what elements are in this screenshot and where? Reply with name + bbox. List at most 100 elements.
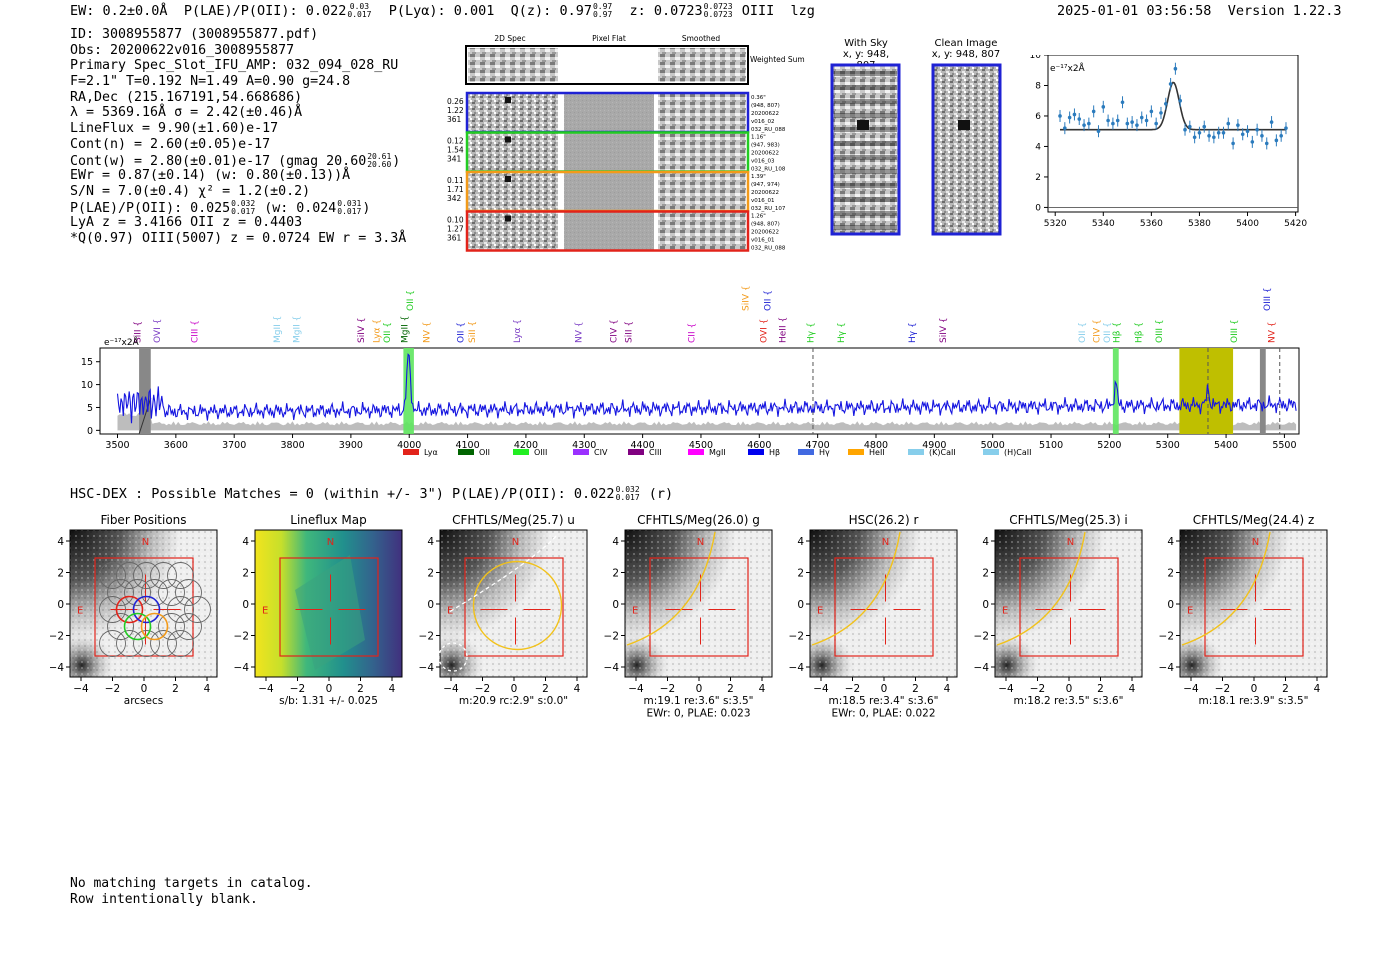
stamp-ytick-label: 0 — [612, 599, 619, 611]
q-value: Q(z): 0.97 — [510, 3, 592, 19]
cut-row-meta: (947, 983) — [751, 143, 780, 149]
zoom-xtick-label: 5340 — [1092, 219, 1115, 229]
stamp-xtick-label: 2 — [1097, 683, 1104, 695]
aperture-box — [1204, 557, 1304, 657]
zoom-data-point — [1067, 115, 1072, 120]
sky-source — [857, 120, 869, 130]
cut-row-flat — [564, 94, 654, 131]
north-label: N — [327, 537, 334, 548]
emission-line-label: Lyα { — [513, 319, 523, 343]
cut-row-value: 361 — [447, 115, 462, 124]
fiber-circle — [158, 579, 185, 606]
zoom-data-point — [1173, 66, 1178, 71]
cut-row-meta: (948, 807) — [751, 103, 780, 109]
zoom-ytick-label: 2 — [1035, 173, 1041, 183]
zoom-data-point — [1188, 124, 1192, 129]
stamp-ytick-label: 2 — [427, 568, 434, 580]
stamp-xtick-label: −2 — [845, 683, 860, 695]
info-lya: LyA z = 3.4166 OII z = 0.4403 — [70, 215, 303, 231]
cut-row-meta: (947, 974) — [751, 182, 780, 188]
legend-swatch — [908, 449, 924, 455]
cut-row-2d — [468, 212, 558, 250]
timestamp: 2025-01-01 03:56:58 — [1057, 3, 1212, 19]
zoom-ytick-label: 4 — [1035, 142, 1041, 152]
north-label: N — [882, 537, 889, 548]
emission-line-label: Hγ { — [837, 322, 847, 343]
cut-row-value: 1.54 — [447, 146, 464, 155]
stamp-caption: m:18.5 re:3.4" s:3.6" — [829, 695, 939, 707]
stamp-ytick-label: 2 — [612, 568, 619, 580]
stamp-ytick-label: 0 — [1167, 599, 1174, 611]
fiber-red — [115, 595, 144, 624]
line-id: OIII — [741, 3, 775, 19]
stamp-ytick-label: 4 — [612, 536, 619, 548]
stamp-ytick-label: 4 — [427, 536, 434, 548]
stamp-ytick-label: 0 — [427, 599, 434, 611]
aperture-box — [649, 557, 749, 657]
fiber-orange — [140, 612, 169, 641]
zoom-data-point — [1125, 121, 1130, 126]
east-label: E — [262, 606, 268, 617]
sky-fiber-band — [834, 211, 897, 216]
stamp-xtick-label: 0 — [511, 683, 518, 695]
zoom-data-point — [1284, 126, 1288, 130]
aperture-ellipse — [1181, 531, 1271, 646]
stamp-xtick-label: −2 — [105, 683, 120, 695]
stamp-ytick-label: 4 — [1167, 536, 1174, 548]
spectrum-line — [116, 353, 1297, 424]
fiber-circle — [99, 630, 126, 657]
legend-label: CIV — [594, 448, 608, 457]
fiber-circle — [167, 562, 194, 589]
zoom-data-point — [1077, 117, 1082, 121]
stamp-ytick-label: 4 — [982, 536, 989, 548]
fiber-circle — [116, 630, 143, 657]
cut-row-meta: 032_RU_088 — [751, 127, 786, 133]
east-label: E — [817, 606, 823, 617]
stamp-ytick-label: 4 — [797, 536, 804, 548]
east-label: E — [1187, 606, 1193, 617]
emission-line-label: NV { — [574, 322, 584, 343]
legend-swatch — [748, 449, 764, 455]
detection-info: ID: 3008955877 (3008955877.pdf) Obs: 202… — [70, 27, 406, 247]
north-label: N — [1252, 537, 1259, 548]
legend-label: HeII — [869, 448, 885, 457]
legend-swatch — [513, 449, 529, 455]
legend-label: CIII — [649, 448, 662, 457]
cut-row-value: 341 — [447, 155, 462, 164]
spec-xtick-label: 5100 — [1039, 440, 1063, 451]
aperture-ellipse — [626, 531, 716, 646]
info-plae: P(LAE)/P(OII): 0.025 0.032 0.017 (w: 0.024… — [70, 198, 371, 216]
spec-xtick-label: 4600 — [747, 440, 771, 451]
zoom-data-point — [1154, 121, 1158, 126]
cut-row-smooth — [658, 94, 746, 131]
legend-label: Lyα — [424, 448, 438, 457]
clean-image — [931, 63, 1002, 236]
emission-line-label: CIII { — [191, 320, 201, 343]
plya-value: P(Lyα): 0.001 — [388, 3, 495, 19]
cut-row-value: 1.71 — [447, 185, 464, 194]
cut-row-value: 342 — [447, 194, 462, 203]
fiber-circle — [175, 579, 202, 606]
stamp-ytick-label: 0 — [242, 599, 249, 611]
zoom-xtick-label: 5380 — [1188, 219, 1211, 229]
stamp-xtick-label: −2 — [1215, 683, 1230, 695]
stamp-ytick-label: −2 — [974, 631, 989, 643]
zoom-data-point — [1115, 118, 1120, 123]
stamp-ytick-label: −4 — [419, 662, 435, 674]
cut-row-meta: 1.39" — [751, 174, 766, 180]
stamp-ytick-label: −2 — [1159, 631, 1174, 643]
sky-fiber-band — [834, 99, 897, 104]
stamp-xtick-label: 0 — [326, 683, 333, 695]
zoom-data-point — [1240, 132, 1245, 137]
weighted-smooth — [658, 48, 746, 82]
col-pixel-flat: Pixel Flat — [592, 34, 626, 43]
fiber-circle — [175, 613, 202, 640]
cut-row-smooth — [658, 212, 746, 250]
stamp-title: CFHTLS/Meg(26.0) g — [637, 513, 760, 527]
zoom-data-point — [1087, 121, 1091, 126]
legend-label: OIII — [534, 448, 547, 457]
fiber-circle — [150, 630, 177, 657]
fiber-circle — [184, 596, 211, 623]
legend-label: Hβ — [769, 448, 780, 457]
stamp-title: HSC(26.2) r — [849, 513, 919, 527]
